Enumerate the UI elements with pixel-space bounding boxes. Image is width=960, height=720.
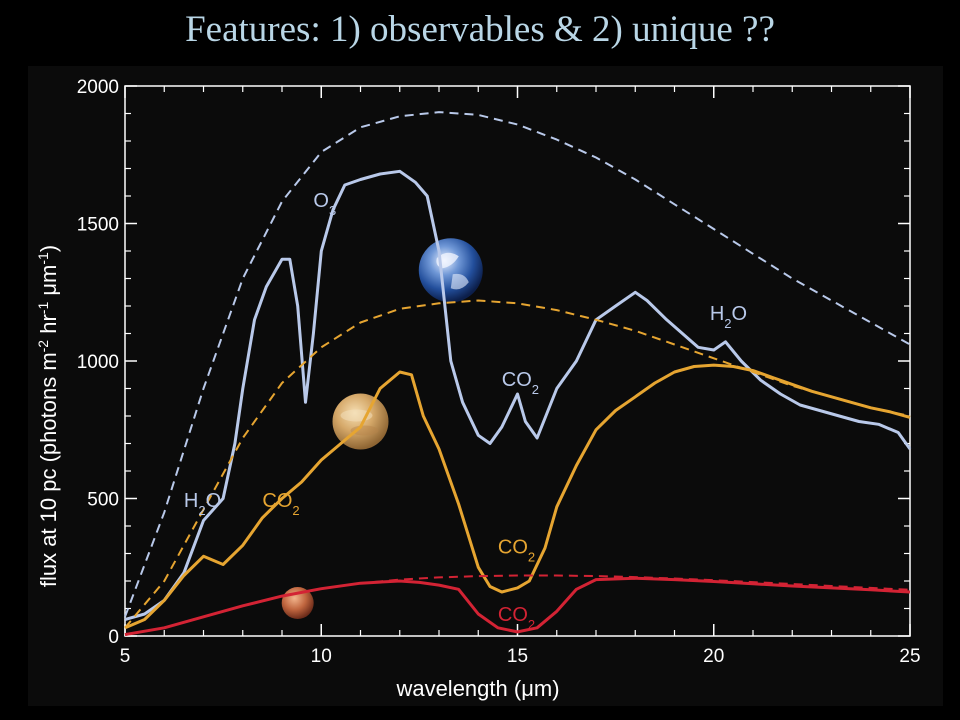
y-tick-label: 1500 [77, 215, 119, 236]
earth-cloud [450, 273, 469, 290]
y-axis-label-exp2: -1 [35, 302, 51, 315]
x-tick-label: 5 [120, 646, 131, 667]
y-tick-label: 2000 [77, 77, 119, 98]
spectrum-chart: 5 10 15 20 25 0 500 1000 1500 2000 O3 H2O CO2 H2O CO2… [35, 77, 921, 701]
y-axis-label-exp1: -2 [35, 340, 51, 353]
venus-spectrum-line [124, 363, 911, 630]
y-axis-label: flux at 10 pc (photons m-2 hr-1 μm-1) [35, 245, 61, 587]
co2-earth-label: CO2 [502, 369, 539, 397]
x-tick-label: 15 [507, 646, 528, 667]
axis-ticks: 5 10 15 20 25 0 500 1000 1500 2000 [77, 77, 921, 667]
mars-blackbody-line [124, 574, 911, 636]
venus-planet-disc [332, 393, 389, 450]
annotations: O3 H2O CO2 H2O CO2 CO2 CO2 [184, 190, 747, 631]
h2o-earth-right-label: H2O [710, 303, 747, 331]
x-tick-label: 20 [703, 646, 724, 667]
planet-images [281, 238, 483, 619]
mars-spectrum-line [124, 576, 911, 637]
earth-cloud [436, 252, 459, 269]
x-tick-label: 10 [311, 646, 332, 667]
slide-title: Features: 1) observables & 2) unique ?? [185, 9, 775, 50]
x-axis-label: wavelength (μm) [395, 676, 559, 701]
o3-label: O3 [313, 190, 336, 218]
data-series [124, 111, 912, 637]
earth-planet [418, 238, 483, 303]
y-axis-label-close: ) [36, 245, 61, 252]
co2-mars-label: CO2 [498, 604, 535, 632]
co2-venus-bottom-label: CO2 [498, 537, 535, 565]
y-axis-label-mid: hr [36, 314, 61, 340]
venus-planet [332, 393, 389, 450]
earth-spectrum-line [124, 169, 912, 621]
plot-panel: 5 10 15 20 25 0 500 1000 1500 2000 O3 H2O CO2 H2O CO2… [28, 66, 943, 706]
y-axis-label-end: μm [36, 265, 61, 302]
x-tick-label: 25 [899, 646, 920, 667]
h2o-earth-left-label: H2O [184, 490, 221, 518]
y-axis-label-base: flux at 10 pc (photons m [36, 352, 61, 587]
co2-venus-left-label: CO2 [262, 490, 299, 518]
earth-planet-disc [418, 238, 483, 303]
y-tick-label: 0 [108, 627, 119, 648]
y-tick-label: 500 [87, 490, 119, 511]
venus-blackbody-line [124, 299, 911, 629]
y-tick-label: 1000 [77, 352, 119, 373]
y-axis-label-exp3: -1 [35, 252, 51, 265]
